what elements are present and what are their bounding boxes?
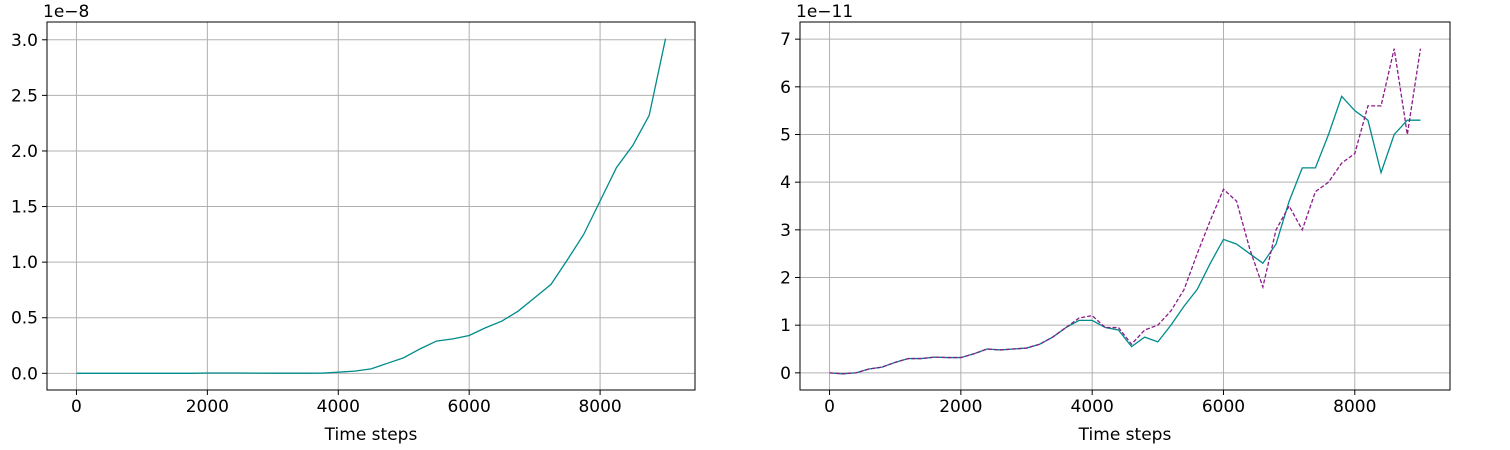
- y-tick-label: 0.0: [11, 364, 38, 384]
- x-tick-label: 4000: [1071, 397, 1114, 417]
- y-tick-label: 4: [780, 173, 791, 193]
- offset-text: 1e−11: [796, 2, 853, 22]
- x-tick-label: 8000: [1333, 397, 1376, 417]
- axes-frame: [46, 21, 696, 391]
- x-tick-label: 0: [71, 397, 82, 417]
- x-tick-label: 6000: [1202, 397, 1245, 417]
- x-axis-label: Time steps: [324, 425, 418, 445]
- axes-frame: [799, 21, 1451, 391]
- y-tick-label: 7: [780, 30, 791, 50]
- y-tick-label: 6: [780, 78, 791, 98]
- x-tick-label: 2000: [939, 397, 982, 417]
- y-tick-label: 3: [780, 221, 791, 241]
- y-tick-label: 1: [780, 316, 791, 336]
- x-tick-label: 2000: [186, 397, 229, 417]
- x-tick-label: 0: [824, 397, 835, 417]
- x-axis-label: Time steps: [1078, 425, 1172, 445]
- y-tick-label: 2.5: [11, 86, 38, 106]
- y-tick-label: 0.5: [11, 309, 38, 329]
- x-tick-label: 4000: [317, 397, 360, 417]
- y-tick-label: 2: [780, 269, 791, 289]
- y-tick-label: 3.0: [11, 31, 38, 51]
- x-tick-label: 6000: [448, 397, 491, 417]
- y-tick-label: 2.0: [11, 142, 38, 162]
- offset-text: 1e−8: [43, 2, 89, 22]
- y-tick-label: 1.5: [11, 198, 38, 218]
- data-line: [829, 48, 1422, 375]
- x-tick-label: 8000: [578, 397, 621, 417]
- y-tick-label: 0: [780, 364, 791, 384]
- y-tick-label: 1.0: [11, 253, 38, 273]
- data-line: [829, 95, 1421, 375]
- y-tick-label: 5: [780, 125, 791, 145]
- data-line: [76, 38, 667, 374]
